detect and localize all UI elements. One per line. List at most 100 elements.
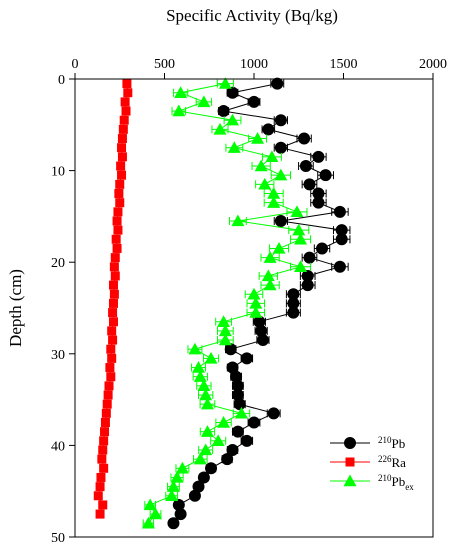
data-point — [108, 280, 118, 290]
data-point — [103, 390, 113, 400]
data-point — [100, 427, 110, 437]
data-point — [226, 113, 240, 126]
data-point — [234, 406, 248, 419]
data-point — [227, 141, 241, 153]
data-point — [274, 114, 287, 127]
data-point — [271, 77, 284, 90]
legend-label-superscript: 210 — [378, 473, 392, 483]
data-point — [170, 470, 184, 483]
legend-label: 210Pb — [378, 435, 405, 451]
data-point — [141, 516, 155, 529]
data-point — [112, 243, 122, 253]
data-point — [316, 242, 329, 255]
data-point — [312, 196, 325, 209]
data-point — [301, 279, 314, 292]
data-point — [251, 132, 265, 144]
data-point — [231, 214, 245, 227]
data-point — [120, 97, 130, 107]
data-point — [111, 234, 121, 244]
data-point — [217, 105, 230, 118]
data-point — [174, 508, 187, 521]
data-point — [265, 150, 279, 163]
data-point — [294, 260, 308, 272]
data-point — [217, 416, 231, 428]
data-point — [109, 262, 119, 272]
legend-label-superscript: 210 — [378, 435, 392, 445]
data-point — [218, 77, 232, 89]
data-point — [274, 141, 287, 154]
data-point — [204, 351, 218, 364]
data-point — [226, 86, 239, 99]
data-point — [197, 95, 211, 108]
data-point — [303, 178, 316, 191]
data-point — [115, 179, 125, 189]
data-point — [97, 454, 107, 464]
data-point — [96, 472, 106, 482]
data-point — [197, 379, 211, 392]
data-point — [231, 425, 244, 438]
x-tick-label: 2000 — [419, 57, 447, 72]
data-point — [175, 461, 189, 474]
data-point — [248, 416, 260, 429]
data-point — [115, 198, 125, 208]
data-point — [107, 326, 117, 336]
data-point — [211, 434, 225, 447]
data-point — [205, 462, 218, 475]
data-point — [116, 161, 126, 171]
data-point — [272, 241, 286, 254]
data-point — [108, 298, 118, 308]
data-point — [117, 143, 127, 153]
axis-ticks: 0 500 1000 1500 2000 0 10 20 30 40 50 — [51, 57, 447, 546]
data-point — [249, 306, 263, 318]
x-axis-title: Specific Activity (Bq/kg) — [166, 6, 338, 25]
data-point — [114, 189, 124, 198]
data-point — [258, 177, 272, 190]
data-point — [217, 315, 231, 327]
data-point — [333, 260, 346, 273]
data-point — [117, 170, 127, 180]
data-point — [199, 388, 213, 401]
legend-label: 210Pbex — [378, 473, 414, 492]
data-point — [101, 408, 111, 418]
data-point — [121, 106, 131, 116]
series-2 — [141, 77, 312, 529]
data-point — [193, 370, 207, 382]
data-point — [109, 289, 119, 299]
data-point — [294, 232, 308, 245]
data-point — [95, 482, 105, 492]
x-tick-label: 0 — [72, 57, 79, 72]
data-point — [107, 353, 117, 363]
data-point — [122, 79, 132, 89]
data-point — [249, 296, 263, 309]
data-point — [143, 498, 157, 511]
x-tick-label: 1000 — [240, 57, 268, 72]
data-point — [335, 233, 348, 246]
data-point — [274, 214, 287, 227]
legend-marker — [345, 457, 355, 467]
data-point — [218, 324, 232, 337]
data-point — [299, 160, 312, 173]
y-axis-title: Depth (cm) — [6, 269, 25, 347]
data-point — [188, 342, 202, 355]
data-point — [213, 122, 227, 135]
series-0 — [167, 77, 351, 530]
data-point — [110, 271, 120, 281]
data-point — [233, 398, 246, 411]
data-point — [117, 134, 127, 144]
data-point — [333, 205, 346, 218]
data-point — [319, 169, 332, 182]
data-point — [267, 196, 281, 208]
data-point — [274, 168, 288, 181]
data-point — [113, 225, 123, 235]
legend-label-superscript: 226 — [378, 454, 392, 464]
y-tick-label: 10 — [51, 165, 65, 180]
data-point — [200, 425, 214, 437]
data-point — [247, 287, 261, 300]
x-tick-label: 500 — [154, 57, 175, 72]
data-point — [102, 399, 112, 409]
data-point — [119, 115, 129, 125]
data-point — [261, 269, 275, 282]
legend-label-subscript: ex — [405, 482, 414, 492]
y-tick-label: 50 — [51, 531, 65, 546]
